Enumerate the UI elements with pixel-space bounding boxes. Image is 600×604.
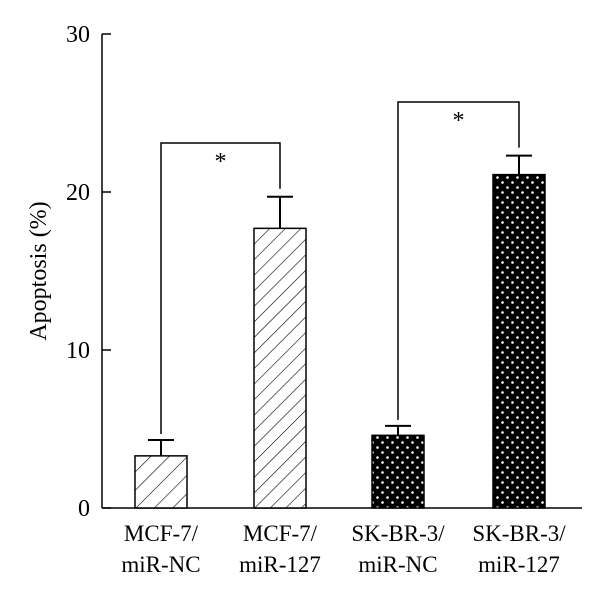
y-tick-label-0: 0	[78, 496, 90, 522]
bar-1	[253, 227, 307, 509]
category-label-1-line1: MCF-7/	[243, 521, 318, 546]
category-label-0-line2: miR-NC	[121, 552, 200, 577]
y-tick-label-1: 10	[66, 338, 90, 364]
y-tick-label-2: 20	[66, 180, 90, 206]
bar-0	[134, 455, 188, 509]
significance-star-0: *	[215, 149, 227, 175]
significance-bracket-1	[397, 101, 520, 420]
category-label-2-line1: SK-BR-3/	[351, 521, 445, 546]
bar-2	[371, 434, 425, 509]
category-label-3-line2: miR-127	[478, 552, 560, 577]
bar-3	[492, 173, 546, 509]
y-axis-label: Apoptosis (%)	[26, 201, 52, 340]
significance-bracket-0	[160, 142, 281, 435]
category-label-1-line2: miR-127	[239, 552, 321, 577]
category-label-2-line2: miR-NC	[358, 552, 437, 577]
significance-star-1: *	[453, 108, 465, 134]
category-label-3-line1: SK-BR-3/	[472, 521, 566, 546]
y-tick-label-3: 30	[66, 22, 90, 48]
plot-area: 0 10 20 30 MCF-7/miR-NC MCF-7/miR-127 SK-BR-3/…	[66, 22, 582, 577]
category-label-0-line1: MCF-7/	[124, 521, 199, 546]
